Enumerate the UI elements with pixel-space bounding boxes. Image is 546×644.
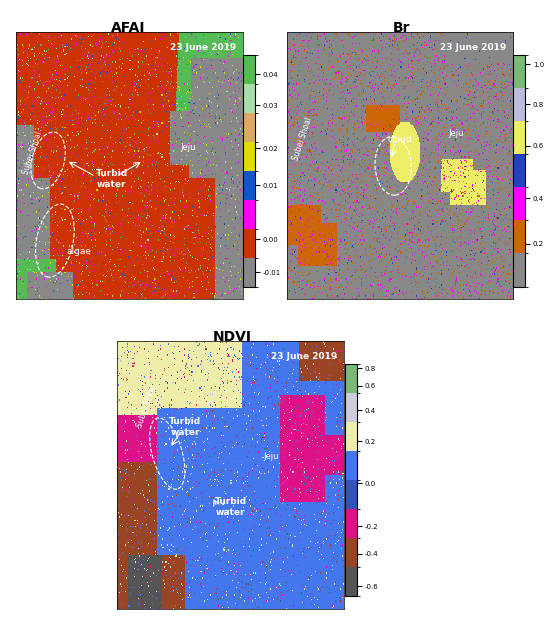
Text: Subei Shoal: Subei Shoal [135, 383, 158, 428]
Text: Jeju: Jeju [181, 142, 197, 151]
Text: Br: Br [393, 21, 410, 35]
Text: AFAI: AFAI [111, 21, 146, 35]
Text: 23 June 2019: 23 June 2019 [271, 352, 337, 361]
Text: Subei Shoal: Subei Shoal [21, 129, 44, 175]
Text: Jeju: Jeju [449, 129, 464, 138]
Text: Subei Shoal: Subei Shoal [291, 117, 314, 162]
Text: 23 June 2019: 23 June 2019 [170, 43, 236, 52]
Text: Turbid
water: Turbid water [96, 169, 128, 189]
Text: Turbid
water: Turbid water [215, 497, 247, 516]
Text: 23 June 2019: 23 June 2019 [440, 43, 507, 52]
Text: cloud: cloud [388, 135, 412, 144]
Text: Jeju: Jeju [264, 451, 279, 460]
Text: NDVI: NDVI [212, 330, 252, 344]
Text: algae: algae [66, 247, 91, 256]
Text: Turbid
water: Turbid water [169, 417, 201, 437]
